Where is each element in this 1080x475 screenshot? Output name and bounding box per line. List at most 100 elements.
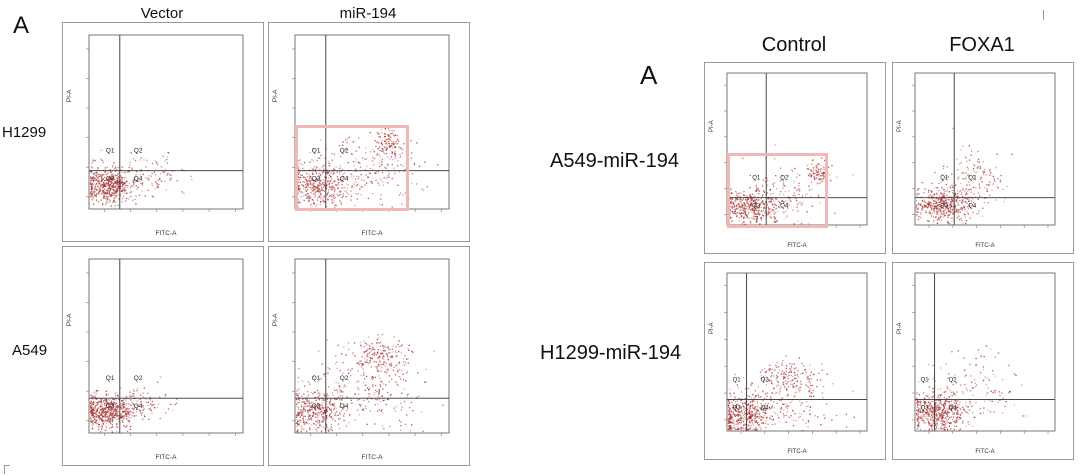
event-dot (125, 396, 128, 398)
event-dots (295, 333, 444, 433)
event-dot (777, 414, 779, 416)
event-dot (399, 148, 401, 150)
event-dot (810, 174, 813, 177)
event-dot (156, 162, 158, 165)
event-dot (809, 406, 812, 408)
event-dot (823, 167, 825, 169)
event-dot (796, 189, 798, 191)
event-dot (916, 189, 919, 191)
event-dot (104, 399, 106, 401)
event-dot (342, 176, 345, 178)
event-dot (377, 133, 380, 135)
event-dot (118, 398, 120, 401)
event-dot (318, 399, 321, 401)
event-dot (816, 171, 818, 173)
event-dot (757, 402, 759, 404)
event-dot (740, 428, 742, 430)
event-dot (111, 423, 113, 426)
event-dot (306, 180, 308, 182)
event-dot (333, 190, 336, 193)
event-dot (380, 410, 382, 412)
event-dot (731, 401, 733, 403)
event-dot (310, 391, 312, 394)
event-dot (106, 166, 108, 168)
event-dot (784, 216, 787, 219)
event-dot (338, 399, 341, 401)
event-dot (108, 184, 110, 187)
event-dot (128, 182, 131, 185)
event-dot (743, 207, 745, 209)
event-dot (117, 184, 119, 186)
event-dot (330, 186, 332, 189)
event-dot (330, 416, 333, 418)
event-dot (735, 410, 737, 412)
event-dot (734, 408, 736, 410)
event-dot (93, 177, 95, 179)
event-dot (382, 363, 384, 366)
event-dot (370, 167, 372, 170)
event-dot (302, 184, 304, 187)
event-dot (387, 174, 389, 176)
event-dot (745, 208, 747, 211)
event-dot (115, 402, 118, 405)
quadrant-label-q3: Q3 (106, 176, 115, 183)
event-dot (791, 169, 793, 171)
event-dot (769, 189, 771, 191)
event-dot (750, 198, 752, 200)
event-dot (306, 176, 308, 178)
event-dot (969, 204, 971, 206)
event-dot (935, 187, 937, 189)
event-dot (315, 178, 318, 180)
event-dot (800, 404, 802, 406)
event-dot (91, 396, 93, 399)
event-dot (383, 355, 385, 358)
event-dot (100, 414, 103, 416)
event-dot (760, 206, 762, 209)
event-dot (757, 394, 759, 396)
event-dot (337, 188, 339, 190)
event-dot (810, 371, 813, 374)
event-dot (394, 350, 397, 352)
event-dot (365, 342, 367, 344)
event-dot (813, 175, 815, 178)
event-dot (777, 381, 779, 383)
event-dot (105, 420, 107, 422)
event-dot (376, 153, 379, 155)
event-dot (110, 414, 112, 416)
event-dot (135, 408, 138, 411)
event-dot (354, 393, 356, 395)
event-dot (170, 174, 172, 176)
event-dot (125, 413, 127, 415)
event-dot (139, 174, 141, 176)
event-dot (99, 401, 102, 403)
event-dot (413, 162, 416, 164)
event-dot (351, 186, 353, 189)
event-dot (790, 401, 792, 403)
event-dot (762, 416, 765, 418)
event-dot (112, 176, 114, 178)
event-dot (387, 370, 389, 372)
event-dot (382, 184, 385, 186)
event-dot (769, 216, 772, 218)
event-dot (798, 190, 801, 192)
event-dot (769, 415, 772, 417)
event-dot (756, 216, 758, 219)
event-dot (787, 207, 789, 209)
event-dot (739, 407, 741, 409)
event-dot (122, 401, 124, 404)
event-dot (810, 163, 813, 165)
event-dot (92, 420, 95, 422)
event-dot (103, 188, 105, 190)
event-dot (94, 191, 96, 193)
event-dot (345, 148, 347, 150)
event-dot (148, 175, 151, 177)
event-dot (739, 198, 741, 200)
event-dot (731, 205, 733, 207)
event-dot (747, 408, 749, 411)
event-dot (939, 416, 941, 418)
event-dot (808, 174, 810, 177)
event-dot (925, 210, 927, 212)
event-dot (396, 383, 399, 385)
event-dot (95, 409, 98, 412)
event-dot (141, 412, 144, 414)
